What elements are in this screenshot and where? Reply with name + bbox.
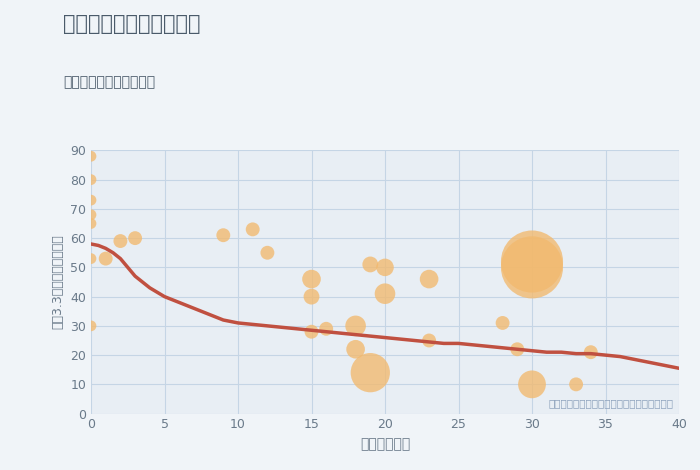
Point — [379, 264, 391, 271]
Point — [424, 275, 435, 283]
Point — [130, 235, 141, 242]
Point — [585, 348, 596, 356]
Point — [218, 231, 229, 239]
Point — [512, 345, 523, 353]
Point — [570, 381, 582, 388]
Text: 築年数別中古戸建て価格: 築年数別中古戸建て価格 — [63, 75, 155, 89]
Point — [350, 345, 361, 353]
Point — [247, 226, 258, 233]
Point — [85, 152, 97, 160]
Point — [379, 290, 391, 298]
Point — [85, 196, 97, 204]
Point — [526, 258, 538, 265]
Point — [85, 322, 97, 329]
Point — [424, 337, 435, 344]
Text: 円の大きさは、取引のあった物件面積を示す: 円の大きさは、取引のあった物件面積を示す — [548, 399, 673, 408]
Point — [262, 249, 273, 257]
Point — [85, 211, 97, 219]
Point — [321, 325, 332, 333]
Point — [85, 255, 97, 262]
Point — [85, 220, 97, 227]
Point — [306, 275, 317, 283]
Y-axis label: 坪（3.3㎡）単価（万円）: 坪（3.3㎡）単価（万円） — [52, 235, 64, 329]
Point — [306, 328, 317, 336]
Point — [497, 319, 508, 327]
Point — [365, 369, 376, 376]
X-axis label: 築年数（年）: 築年数（年） — [360, 437, 410, 451]
Point — [85, 176, 97, 183]
Point — [526, 264, 538, 271]
Point — [306, 293, 317, 300]
Text: 三重県松阪市下蛸路町の: 三重県松阪市下蛸路町の — [63, 14, 200, 34]
Point — [115, 237, 126, 245]
Point — [100, 255, 111, 262]
Point — [526, 381, 538, 388]
Point — [350, 322, 361, 329]
Point — [365, 261, 376, 268]
